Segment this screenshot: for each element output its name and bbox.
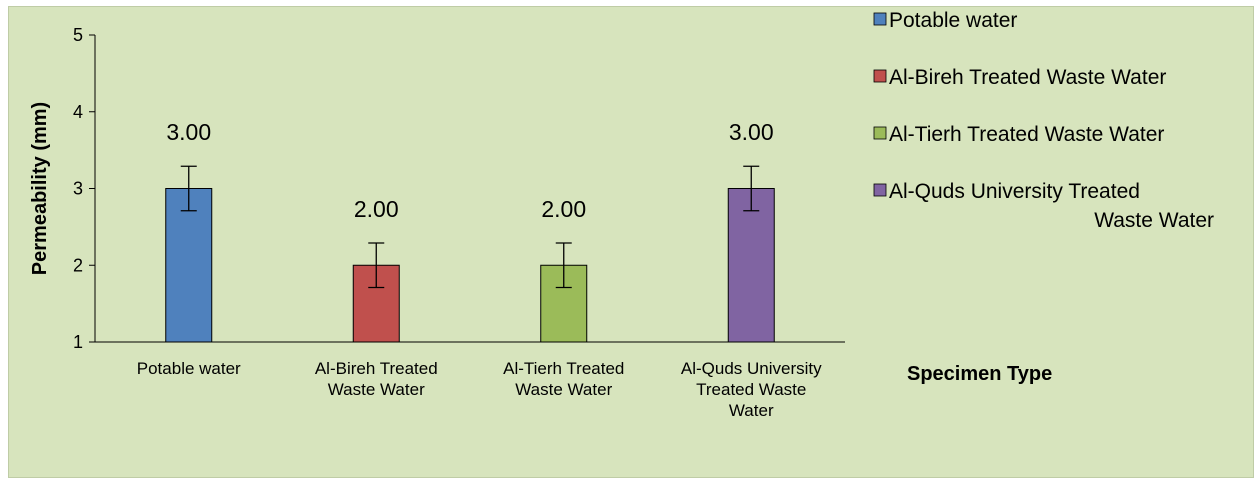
bar xyxy=(727,188,775,343)
y-tick-label: 2 xyxy=(73,255,83,275)
data-label: 3.00 xyxy=(166,119,211,145)
bar-chart: 1 2 3 4 5 Permeability (mm) 3.00 Potable water 2… xyxy=(29,9,1214,420)
legend-swatch xyxy=(873,69,887,83)
legend-label: Al-Quds University Treated Waste Water xyxy=(889,180,1214,232)
y-axis-title: Permeability (mm) xyxy=(29,102,51,275)
bar xyxy=(165,188,213,343)
y-tick-label: 4 xyxy=(73,102,83,122)
legend-label: Al-Tierh Treated Waste Water xyxy=(889,123,1164,146)
chart-area: 1 2 3 4 5 Permeability (mm) 3.00 Potable water 2… xyxy=(8,6,1254,478)
legend-swatch xyxy=(873,12,887,26)
y-tick-label: 3 xyxy=(73,179,83,199)
bar xyxy=(540,264,588,343)
x-tick-label: Al-Quds University Treated Waste Water xyxy=(681,359,822,420)
legend-swatch xyxy=(873,183,887,197)
x-tick-label: Al-Tierh Treated Waste Water xyxy=(503,359,624,399)
data-label: 3.00 xyxy=(729,119,774,145)
legend-label: Potable water xyxy=(889,9,1017,32)
data-label: 2.00 xyxy=(541,196,586,222)
data-label: 2.00 xyxy=(354,196,399,222)
x-tick-label: Al-Bireh Treated Waste Water xyxy=(315,359,438,399)
legend-swatch xyxy=(873,126,887,140)
x-tick-label: Potable water xyxy=(137,359,241,378)
x-axis-title: Specimen Type xyxy=(907,363,1052,385)
y-tick-label: 5 xyxy=(73,25,83,45)
y-tick-label: 1 xyxy=(73,332,83,352)
legend-label: Al-Bireh Treated Waste Water xyxy=(889,66,1166,89)
